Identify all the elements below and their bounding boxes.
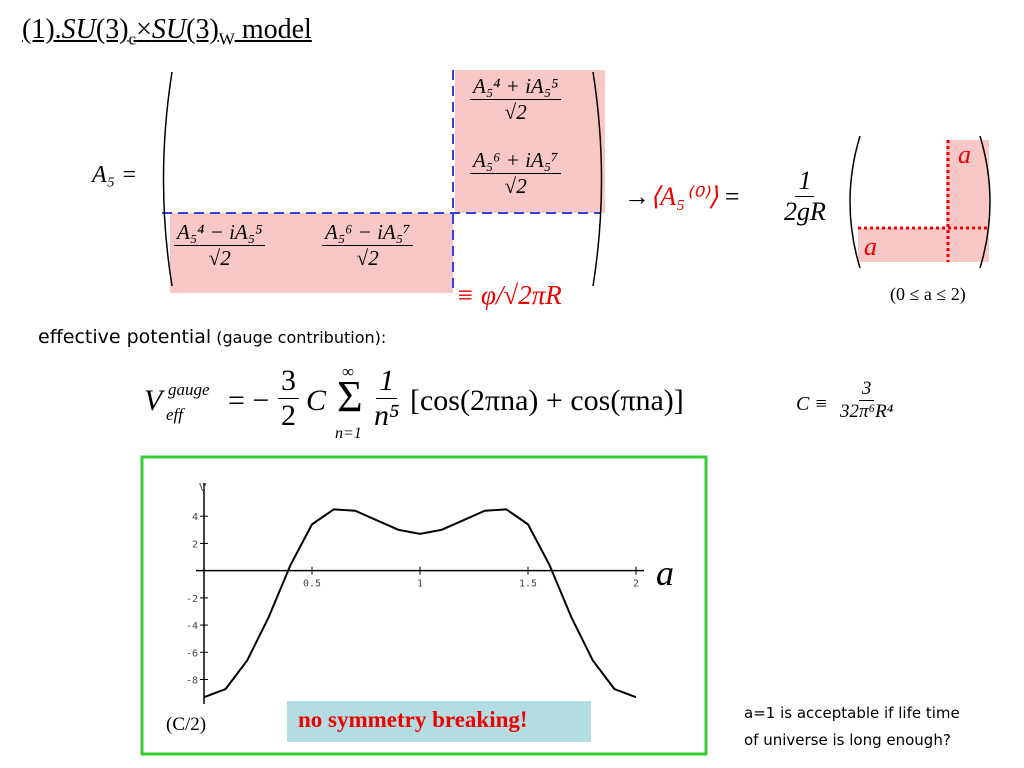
denominator: √2: [504, 100, 527, 124]
sum-limit: ∞: [342, 362, 355, 381]
numerator: 1: [376, 364, 398, 399]
chart-frame: [140, 455, 708, 756]
fraction: A₅⁴ − iA₅⁵ √2: [174, 220, 266, 271]
numerator: A₅⁴ − iA₅⁵: [174, 220, 266, 246]
y-tick-label: -8: [186, 676, 198, 687]
fraction: A₅⁶ − iA₅⁷ √2: [322, 220, 414, 271]
arrow: →: [624, 182, 650, 211]
annotation: no symmetry breaking!: [298, 707, 528, 732]
y-tick-label: -4: [186, 621, 198, 632]
subscript: eff: [166, 405, 183, 424]
denominator: √2: [356, 246, 379, 270]
identity: ≡ φ/√2πR: [456, 280, 562, 310]
label: effective potential: [38, 326, 212, 348]
annotation-box: [287, 701, 591, 742]
y-tick-label: 4: [192, 512, 198, 523]
matrix-label: a: [864, 232, 877, 261]
range: (0 ≤ a ≤ 2): [890, 284, 966, 304]
chart: 4 2 -2 -4 -6 -8 0.5 1 1.5 2: [186, 483, 644, 704]
symbol: V: [144, 384, 163, 417]
title: (1).SU(3)c×SU(3)W model: [22, 14, 312, 50]
title-part: ×: [136, 14, 152, 45]
title-part: SU: [61, 14, 96, 45]
superscript: gauge: [168, 380, 210, 399]
numerator: A₅⁶ + iA₅⁷: [470, 148, 562, 174]
label: (gauge contribution):: [211, 328, 387, 347]
title-part: (3): [186, 14, 219, 45]
fraction: A₅⁶ + iA₅⁷ √2: [470, 148, 562, 199]
y-axis-label: V: [199, 481, 207, 494]
numerator: A₅⁴ + iA₅⁵: [470, 74, 562, 100]
symbol: C: [306, 384, 327, 417]
x-axis-label: a: [656, 553, 674, 593]
highlight: [858, 228, 989, 262]
matrix-lhs: A₅ =: [92, 162, 138, 188]
title-part: c: [128, 29, 137, 49]
x-tick-label: 1.5: [519, 579, 537, 590]
symbol: C ≡: [796, 393, 828, 415]
bracket: [979, 135, 991, 269]
curve: [203, 508, 637, 699]
note: a=1 is acceptable if life time: [744, 704, 960, 722]
numerator: A₅⁶ − iA₅⁷: [322, 220, 414, 246]
fraction: A₅⁴ + iA₅⁵ √2: [470, 74, 562, 125]
x-tick-label: 0.5: [303, 579, 321, 590]
denominator: 2gR: [784, 197, 826, 226]
highlight: [946, 140, 989, 228]
denominator: n⁵: [374, 399, 400, 432]
sum-limit: n=1: [335, 425, 362, 442]
y-tick-label: -6: [186, 648, 198, 659]
denominator: 2: [281, 399, 296, 432]
formula-rest: [cos(2πna) + cos(πna)]: [410, 384, 684, 417]
bracket: [592, 71, 603, 287]
highlight: [455, 70, 605, 213]
sum: Σ: [337, 372, 363, 421]
bracket: [162, 71, 173, 287]
matrix-label: a: [958, 140, 971, 169]
numerator: 1: [795, 166, 815, 197]
x-tick-label: 1: [417, 579, 423, 590]
y-tick-label: -2: [186, 594, 198, 605]
fraction: 3 32π⁶R⁴: [840, 378, 893, 423]
denominator: 32π⁶R⁴: [840, 401, 894, 422]
numerator: 3: [278, 364, 299, 399]
effective-label: effective potential (gauge contribution)…: [38, 326, 386, 348]
numerator: 3: [858, 378, 875, 401]
vev-lhs: ⟨A₅⁽⁰⁾⟩: [650, 182, 719, 211]
title-part: SU: [151, 14, 187, 45]
denominator: √2: [208, 246, 231, 270]
fraction: 1 n⁵: [374, 364, 399, 433]
equals: = −: [228, 384, 270, 417]
denominator: √2: [504, 174, 527, 198]
fraction: 1 2gR: [784, 166, 826, 227]
y-tick-label: 2: [192, 539, 198, 550]
equals: =: [724, 182, 740, 211]
highlight: [170, 213, 453, 293]
note: of universe is long enough?: [744, 731, 951, 749]
bracket: [849, 135, 861, 269]
title-part: (1).: [22, 14, 62, 45]
vev: →⟨A₅⁽⁰⁾⟩ =: [624, 182, 740, 212]
unit-label: (C/2): [166, 714, 207, 735]
title-part: W: [218, 29, 235, 49]
title-part: (3): [95, 14, 129, 45]
x-tick-label: 2: [633, 579, 639, 590]
title-part: model: [234, 14, 312, 45]
